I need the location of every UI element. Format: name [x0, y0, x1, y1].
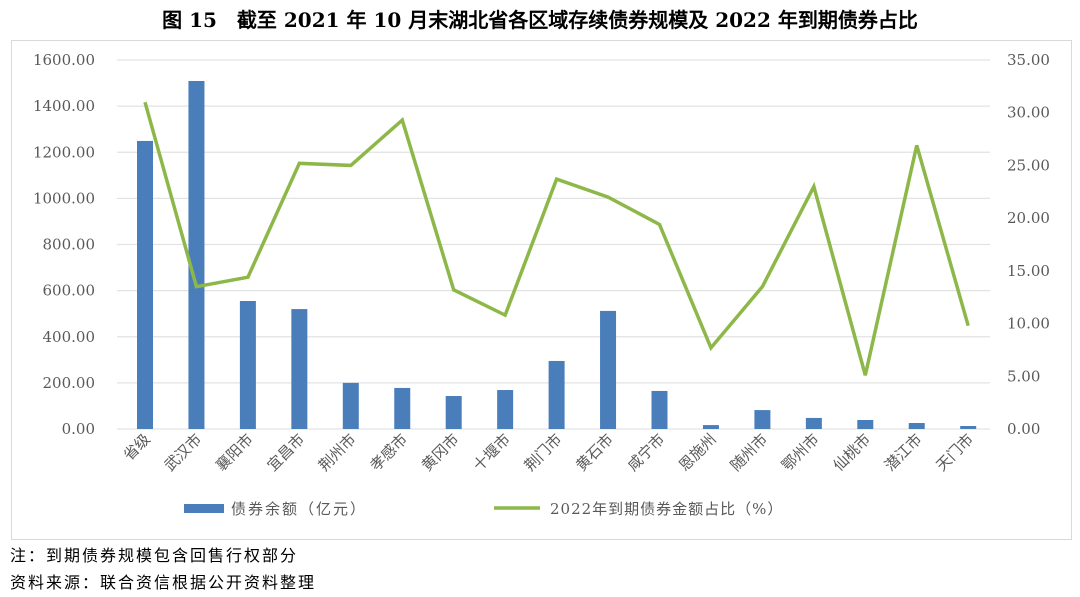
left-axis-tick-label: 1200.00: [33, 143, 95, 161]
bar: [137, 140, 153, 429]
left-axis-tick-label: 200.00: [43, 374, 96, 392]
bar: [805, 417, 822, 429]
x-axis-tick-label: 孝感市: [367, 430, 412, 475]
x-axis-tick-label: 荆州市: [315, 430, 360, 475]
right-axis-tick-label: 20.00: [1007, 209, 1050, 227]
x-axis-tick-label: 宜昌市: [264, 430, 309, 475]
note: 注：到期债券规模包含回售行权部分: [10, 546, 299, 565]
line-series: [143, 101, 970, 376]
bar: [188, 80, 205, 429]
left-axis-tick-label: 1600.00: [33, 51, 95, 69]
bar: [960, 426, 977, 429]
x-axis-tick-label: 咸宁市: [624, 430, 669, 475]
right-axis-tick-label: 35.00: [1007, 51, 1050, 69]
x-axis-tick-label: 襄阳市: [212, 430, 257, 475]
right-axis-tick-label: 15.00: [1007, 262, 1050, 280]
bar: [857, 420, 874, 429]
x-axis-tick-label: 黄冈市: [418, 430, 463, 475]
x-axis-tick-label: 十堰市: [469, 430, 514, 475]
x-axis-tick-label: 武汉市: [161, 430, 206, 475]
left-axis-tick-label: 0.00: [62, 420, 95, 438]
x-axis-tick-label: 鄂州市: [778, 430, 823, 475]
bar: [702, 425, 719, 429]
right-axis-tick-label: 5.00: [1007, 367, 1040, 385]
left-axis-tick-label: 600.00: [43, 282, 96, 300]
chart-frame: [11, 40, 1072, 540]
right-axis-tick-label: 30.00: [1007, 104, 1050, 122]
x-axis-tick-label: 黄石市: [572, 430, 617, 475]
source-note: 资料来源：联合资信根据公开资料整理: [10, 573, 317, 592]
legend-bar-swatch: [184, 504, 224, 513]
left-axis-tick-label: 400.00: [43, 328, 96, 346]
x-axis-tick-label: 省级: [120, 430, 154, 464]
legend-label: 债券余额（亿元）: [231, 500, 367, 518]
x-axis-tick-label: 仙桃市: [830, 430, 875, 475]
bar: [908, 423, 925, 429]
x-axis-tick-label: 潜江市: [881, 430, 926, 475]
bar: [548, 360, 565, 429]
chart-title: 图 15 截至 2021 年 10 月末湖北省各区域存续债券规模及 2022 年…: [162, 8, 918, 32]
legend-label: 2022年到期债券金额占比（%）: [550, 500, 783, 518]
right-axis-tick-label: 25.00: [1007, 156, 1050, 174]
bar: [445, 396, 462, 429]
bar: [754, 410, 771, 429]
x-axis-tick-label: 随州市: [727, 430, 772, 475]
right-axis-tick-label: 0.00: [1007, 420, 1040, 438]
bar: [497, 390, 514, 429]
left-axis-tick-label: 1400.00: [33, 97, 95, 115]
bar: [342, 382, 359, 429]
x-axis-tick-label: 恩施州: [675, 430, 720, 475]
bar: [394, 387, 411, 429]
right-axis-tick-label: 10.00: [1007, 315, 1050, 333]
bar: [291, 309, 308, 429]
bar: [600, 310, 617, 429]
left-axis-tick-label: 1000.00: [33, 189, 95, 207]
bar: [651, 390, 668, 429]
left-axis-tick-label: 800.00: [43, 236, 96, 254]
x-axis-tick-label: 荆门市: [521, 430, 566, 475]
bar: [239, 301, 256, 429]
x-axis-tick-label: 天门市: [932, 430, 977, 475]
